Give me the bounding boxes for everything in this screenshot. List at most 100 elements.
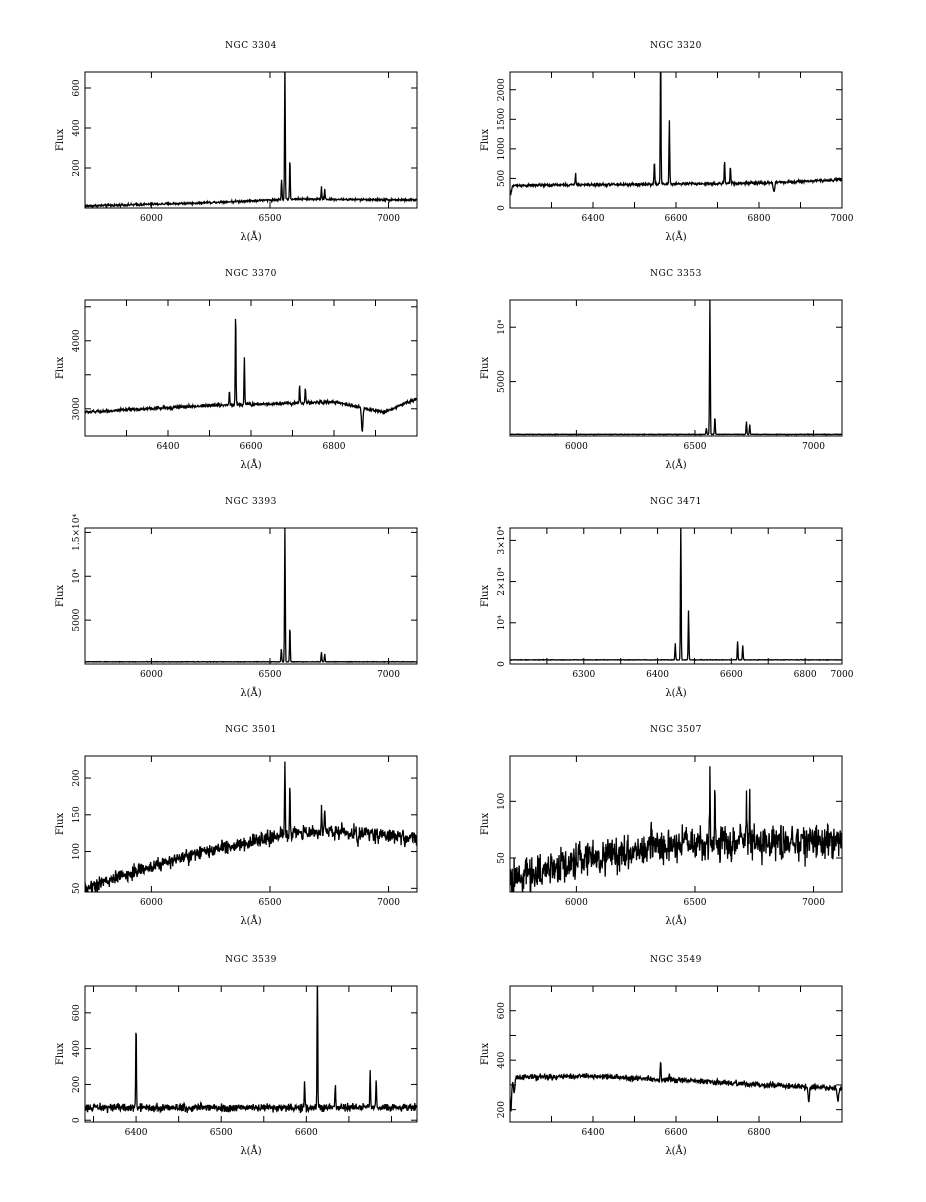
x-tick-label: 6400 (157, 442, 180, 452)
y-tick-label: 1000 (497, 137, 507, 160)
y-axis-label: Flux (55, 129, 66, 152)
y-axis-label: Flux (55, 357, 66, 380)
x-tick-label: 6000 (140, 670, 163, 680)
x-tick-label: 6300 (572, 670, 595, 680)
panel-ngc-3507: 6000 6500 7000 50 100 NGC 3507 λ(Å) Flux (480, 725, 843, 927)
y-tick-label: 10⁴ (497, 615, 507, 630)
panel-title: NGC 3501 (225, 725, 277, 735)
y-tick-label: 10⁴ (497, 319, 507, 334)
y-tick-label: 400 (72, 119, 82, 136)
x-tick-label: 7000 (831, 214, 854, 224)
y-tick-label: 200 (72, 159, 82, 176)
plot-frame (84, 755, 418, 893)
x-tick-label: 6500 (210, 1128, 233, 1138)
y-tick-label: 200 (72, 1076, 82, 1093)
y-tick-label: 10⁴ (72, 568, 82, 583)
x-tick-label: 7000 (802, 898, 825, 908)
panel-title: NGC 3471 (650, 497, 702, 507)
y-tick-label: 5000 (72, 608, 82, 631)
x-tick-label: 6600 (240, 442, 263, 452)
y-tick-label: 1.5×10⁴ (72, 514, 82, 551)
spectrum-line (510, 766, 842, 892)
x-tick-label: 6400 (125, 1128, 148, 1138)
x-tick-label: 6500 (259, 670, 282, 680)
plot-frame (84, 527, 418, 665)
spectrum-line (510, 1061, 842, 1112)
x-tick-label: 6000 (140, 898, 163, 908)
x-tick-label: 6500 (259, 898, 282, 908)
plot-frame (509, 71, 843, 209)
y-tick-label: 150 (72, 806, 82, 823)
x-tick-label: 6600 (295, 1128, 318, 1138)
x-tick-label: 6400 (582, 1128, 605, 1138)
x-tick-label: 7000 (377, 898, 400, 908)
y-tick-label: 3000 (72, 397, 82, 420)
panel-title: NGC 3304 (225, 41, 277, 51)
panel-ngc-3501: 6000 6500 7000 50 100 150 200 NGC 3501 λ(Å) Flux (55, 725, 418, 927)
x-axis-label: λ(Å) (665, 231, 686, 243)
y-tick-label: 200 (72, 769, 82, 786)
y-tick-label: 400 (72, 1040, 82, 1057)
panel-ngc-3549: 6400 6600 6800 200 400 600 NGC 3549 λ(Å) Flux (480, 955, 843, 1157)
x-axis-label: λ(Å) (665, 687, 686, 699)
y-axis-label: Flux (55, 585, 66, 608)
y-axis-label: Flux (480, 129, 491, 152)
y-axis-label: Flux (55, 813, 66, 836)
y-axis-label: Flux (480, 1043, 491, 1066)
y-tick-label: 200 (497, 1101, 507, 1118)
x-tick-label: 6400 (582, 214, 605, 224)
x-tick-label: 6800 (794, 670, 817, 680)
spectrum-line (510, 300, 842, 436)
x-tick-label: 6400 (646, 670, 669, 680)
y-axis-label: Flux (55, 1043, 66, 1066)
plot-frame (84, 985, 418, 1123)
y-axis-label: Flux (480, 357, 491, 380)
y-tick-label: 600 (72, 79, 82, 96)
y-tick-label: 0 (72, 1117, 82, 1123)
panel-ngc-3320: 6400 6600 6800 7000 0 500 1000 1500 2000 NGC 3320… (480, 41, 854, 243)
y-tick-label: 5000 (497, 370, 507, 393)
x-tick-label: 6800 (748, 1128, 771, 1138)
y-tick-label: 2000 (497, 78, 507, 101)
panel-ngc-3471: 6300 6400 6600 6800 7000 0 10⁴ 2×10⁴ 3×10⁴ NGC 34… (480, 497, 854, 699)
spectrum-line (510, 72, 842, 196)
plot-frame (84, 299, 418, 437)
plot-frame (509, 755, 843, 893)
x-tick-label: 6600 (665, 1128, 688, 1138)
panel-ngc-3353: 6000 6500 7000 5000 10⁴ NGC 3353 λ(Å) Flux (480, 269, 843, 471)
x-tick-label: 6500 (684, 898, 707, 908)
panel-title: NGC 3507 (650, 725, 702, 735)
y-tick-label: 2×10⁴ (497, 567, 507, 596)
x-tick-label: 7000 (377, 670, 400, 680)
x-axis-label: λ(Å) (240, 687, 261, 699)
x-tick-label: 6600 (720, 670, 743, 680)
x-axis-label: λ(Å) (240, 459, 261, 471)
panel-title: NGC 3320 (650, 41, 702, 51)
x-axis-label: λ(Å) (240, 915, 261, 927)
panel-ngc-3304: 6000 6500 7000 200 400 600 NGC 3304 λ(Å) Flux (55, 41, 418, 243)
y-tick-label: 0 (497, 205, 507, 211)
y-tick-label: 600 (497, 1002, 507, 1019)
spectrum-line (85, 986, 417, 1114)
y-tick-label: 600 (72, 1004, 82, 1021)
panel-title: NGC 3549 (650, 955, 702, 965)
x-tick-label: 7000 (377, 214, 400, 224)
y-tick-label: 50 (497, 852, 507, 864)
panel-title: NGC 3370 (225, 269, 277, 279)
x-tick-label: 6000 (565, 442, 588, 452)
spectrum-line (85, 761, 417, 892)
y-tick-label: 3×10⁴ (497, 526, 507, 555)
spectrum-line (85, 72, 417, 208)
x-tick-label: 6600 (665, 214, 688, 224)
panel-ngc-3393: 6000 6500 7000 5000 10⁴ 1.5×10⁴ NGC 3393 λ(Å) Fl… (55, 497, 418, 699)
x-tick-label: 6800 (323, 442, 346, 452)
panel-title: NGC 3393 (225, 497, 277, 507)
plot-frame (509, 527, 843, 665)
panel-title: NGC 3353 (650, 269, 702, 279)
panel-ngc-3539: 6400 6500 6600 0 200 400 600 NGC 3539 λ(Å) Flux (55, 955, 418, 1157)
x-tick-label: 6500 (684, 442, 707, 452)
y-tick-label: 4000 (72, 329, 82, 352)
x-tick-label: 6000 (140, 214, 163, 224)
